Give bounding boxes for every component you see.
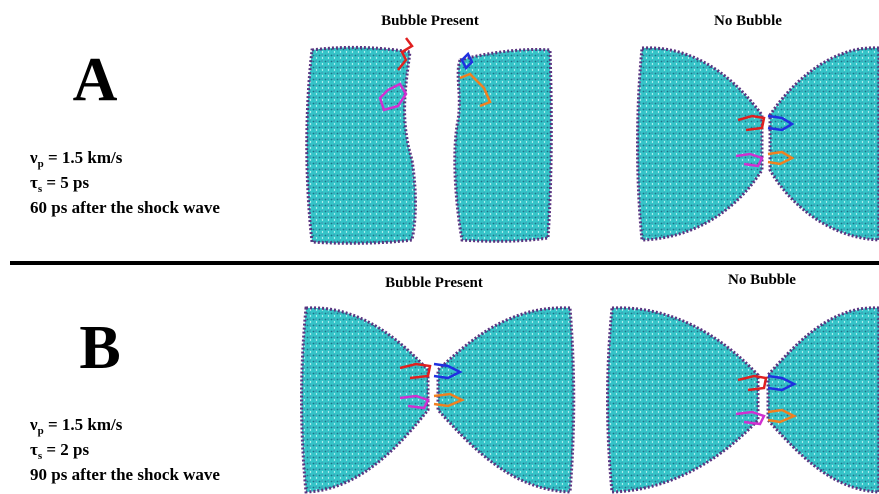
simulation-image <box>638 48 879 240</box>
param: νp = 1.5 km/s <box>29 148 123 170</box>
param-text: = 2 ps <box>42 440 89 459</box>
image-title: Bubble Present <box>385 275 483 291</box>
simulation-image <box>302 308 574 492</box>
image-title: No Bubble <box>728 272 796 288</box>
param: 60 ps after the shock wave <box>30 198 220 217</box>
figure: A νp = 1.5 km/s τs = 5 ps 60 ps after th… <box>0 0 879 494</box>
param: 90 ps after the shock wave <box>30 465 220 484</box>
simulation-image <box>307 38 552 243</box>
panel-b: B νp = 1.5 km/s τs = 2 ps 90 ps after th… <box>29 272 879 492</box>
param: τs = 2 ps <box>30 440 90 462</box>
panel-letter: B <box>79 314 120 382</box>
simulation-image <box>608 308 879 492</box>
param-text: = 5 ps <box>42 173 89 192</box>
image-title: Bubble Present <box>381 13 479 29</box>
symbol: τ <box>30 173 38 192</box>
panel-letter: A <box>73 46 118 114</box>
param: νp = 1.5 km/s <box>29 415 123 437</box>
symbol: τ <box>30 440 38 459</box>
param: τs = 5 ps <box>30 173 90 195</box>
param-text: = 1.5 km/s <box>44 415 123 434</box>
param-text: = 1.5 km/s <box>44 148 123 167</box>
panel-a: A νp = 1.5 km/s τs = 5 ps 60 ps after th… <box>29 13 879 243</box>
image-title: No Bubble <box>714 13 782 29</box>
